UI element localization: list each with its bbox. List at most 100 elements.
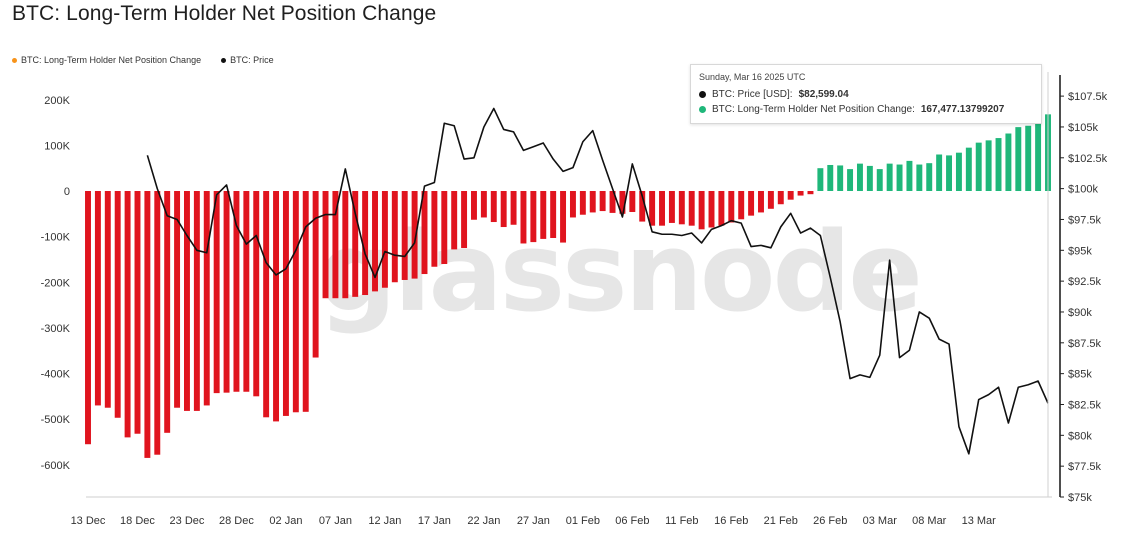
bar-lth-net-position — [668, 191, 675, 223]
x-tick-label: 26 Feb — [813, 515, 847, 527]
x-tick-label: 23 Dec — [170, 515, 205, 527]
bar-lth-net-position — [797, 191, 804, 196]
bar-lth-net-position — [134, 191, 141, 434]
bar-lth-net-position — [787, 191, 794, 200]
y-left-tick-label: 200K — [44, 95, 70, 107]
y-right-tick-label: $102.5k — [1068, 153, 1108, 165]
bar-lth-net-position — [203, 191, 210, 406]
tooltip-lth-dot — [699, 106, 706, 113]
bar-lth-net-position — [609, 191, 616, 213]
legend-item-price[interactable]: BTC: Price — [221, 55, 274, 65]
chart-title: BTC: Long-Term Holder Net Position Chang… — [12, 2, 437, 25]
bar-lth-net-position — [1025, 125, 1032, 191]
y-right-tick-label: $77.5k — [1068, 461, 1102, 473]
bar-lth-net-position — [282, 191, 289, 416]
y-left-tick-label: -400K — [41, 369, 71, 381]
bar-lth-net-position — [866, 165, 873, 191]
bar-lth-net-position — [777, 191, 784, 205]
bar-lth-net-position — [708, 191, 715, 228]
legend-dot-price — [221, 57, 227, 63]
bar-lth-net-position — [599, 191, 606, 212]
legend-label-lth: BTC: Long-Term Holder Net Position Chang… — [21, 55, 202, 65]
x-tick-label: 16 Feb — [714, 515, 748, 527]
bar-lth-net-position — [946, 155, 952, 191]
y-left-tick-label: 0 — [64, 186, 70, 198]
y-left-tick-label: -300K — [41, 323, 71, 335]
legend-dot-lth — [12, 57, 17, 63]
bar-lth-net-position — [352, 191, 359, 297]
x-tick-label: 03 Mar — [863, 515, 898, 527]
bar-lth-net-position — [688, 191, 695, 226]
bar-lth-net-position — [104, 191, 111, 408]
bar-lth-net-position — [936, 154, 943, 191]
bar-lth-net-position — [461, 191, 468, 249]
bar-lth-net-position — [876, 169, 883, 191]
bar-lth-net-position — [550, 191, 557, 238]
price-line — [146, 107, 1049, 455]
y-left-tick-label: -500K — [41, 414, 71, 426]
bar-lth-net-position — [114, 191, 121, 418]
bar-lth-net-position — [520, 191, 527, 244]
y-right-tick-label: $100k — [1068, 184, 1098, 196]
x-tick-label: 18 Dec — [120, 515, 155, 527]
x-tick-label: 08 Mar — [912, 515, 947, 527]
y-left-tick-label: -100K — [41, 232, 71, 244]
x-tick-label: 22 Jan — [467, 515, 500, 527]
bar-lth-net-position — [243, 191, 250, 392]
bar-lth-net-position — [718, 191, 725, 226]
y-right-tick-label: $85k — [1068, 369, 1092, 381]
bar-lth-net-position — [639, 191, 646, 222]
bar-lth-net-position — [659, 191, 665, 226]
legend-item-lth[interactable]: BTC: Long-Term Holder Net Position Chang… — [12, 55, 201, 65]
tooltip-lth-label: BTC: Long-Term Holder Net Position Chang… — [712, 104, 915, 115]
bar-lth-net-position — [837, 165, 844, 191]
tooltip-lth-value: 167,477.13799207 — [920, 104, 1005, 115]
chart-legend: BTC: Long-Term Holder Net Position Chang… — [12, 55, 274, 65]
bar-lth-net-position — [223, 191, 230, 393]
tooltip-date: Sunday, Mar 16 2025 UTC — [699, 72, 806, 82]
tooltip-price-label: BTC: Price [USD]: — [712, 89, 793, 100]
bar-lth-net-position — [748, 191, 755, 216]
bar-lth-net-position — [480, 191, 487, 218]
bar-lth-net-position — [560, 191, 567, 243]
x-tick-label: 21 Feb — [764, 515, 798, 527]
y-right-tick-label: $82.5k — [1068, 399, 1102, 411]
bar-lth-net-position — [629, 191, 636, 212]
bar-lth-net-position — [342, 191, 349, 299]
x-tick-label: 13 Dec — [71, 515, 106, 527]
bar-lth-net-position — [322, 191, 329, 299]
x-tick-label: 28 Dec — [219, 515, 254, 527]
tooltip: Sunday, Mar 16 2025 UTC BTC: Price [USD]… — [690, 64, 1042, 124]
bar-lth-net-position — [471, 191, 477, 220]
bar-lth-net-position — [896, 164, 903, 191]
bar-lth-net-position — [856, 163, 863, 192]
bar-lth-net-position — [975, 142, 982, 191]
bar-lth-net-position — [490, 191, 497, 223]
bar-lth-net-position — [213, 191, 220, 394]
bar-lth-net-position — [431, 191, 438, 267]
bar-lth-net-position — [302, 191, 309, 412]
bar-lth-net-position — [332, 191, 339, 299]
bar-lth-net-position — [995, 138, 1002, 191]
y-right-tick-label: $75k — [1068, 492, 1092, 504]
x-tick-label: 07 Jan — [319, 515, 352, 527]
bar-lth-net-position — [985, 140, 992, 191]
bar-lth-net-position — [569, 191, 576, 218]
x-tick-label: 11 Feb — [665, 515, 698, 527]
x-tick-label: 02 Jan — [269, 515, 302, 527]
x-tick-label: 06 Feb — [615, 515, 649, 527]
tooltip-price-row: BTC: Price [USD]: $82,599.04 — [699, 87, 1033, 102]
y-right-tick-label: $80k — [1068, 430, 1092, 442]
bar-lth-net-position — [362, 191, 369, 296]
tooltip-lth-row: BTC: Long-Term Holder Net Position Chang… — [699, 102, 1033, 117]
bar-lth-net-position — [184, 191, 190, 411]
bar-lth-net-position — [767, 191, 774, 209]
bar-lth-net-position — [579, 191, 586, 215]
bar-lth-net-position — [758, 191, 764, 213]
bar-lth-net-position — [540, 191, 547, 239]
y-right-tick-label: $95k — [1068, 245, 1092, 257]
bar-lth-net-position — [965, 147, 972, 191]
bar-lth-net-position — [589, 191, 596, 213]
bar-lth-net-position — [85, 191, 91, 445]
